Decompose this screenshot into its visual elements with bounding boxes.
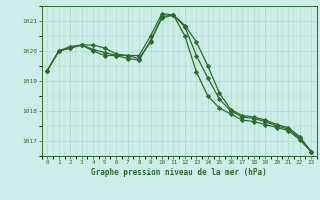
- X-axis label: Graphe pression niveau de la mer (hPa): Graphe pression niveau de la mer (hPa): [91, 168, 267, 177]
